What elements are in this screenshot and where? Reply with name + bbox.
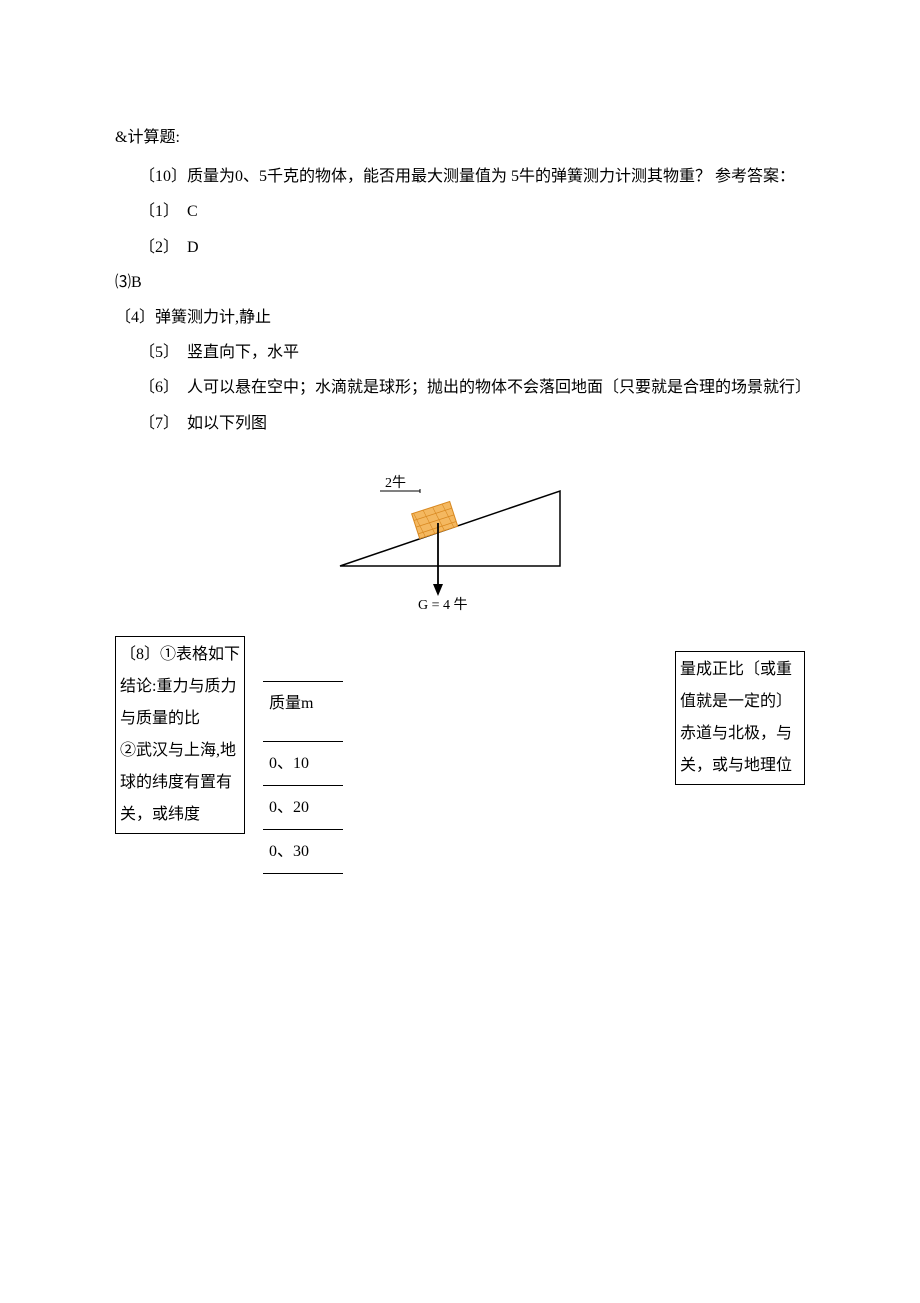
force-label: 2牛 bbox=[385, 475, 406, 491]
answer-5: 〔5〕 竖直向下，水平 bbox=[115, 335, 805, 370]
answers-label: 参考答案： bbox=[715, 168, 795, 185]
question-10-text: 〔10〕质量为0、5千克的物体，能否用最大测量值为 5牛的弹簧测力计测其物重？ bbox=[139, 168, 711, 185]
table-row: 0、10 bbox=[263, 742, 343, 786]
bottom-section: 〔8〕①表格如下 结论:重力与质力与质量的比 ②武汉与上海,地球的纬度有置有关，… bbox=[115, 636, 805, 875]
box-left-line1: 〔8〕①表格如下 bbox=[120, 639, 240, 671]
box-right-line1: 量成正比〔或重值就是一定的〕 bbox=[680, 654, 800, 718]
inclined-plane-diagram: 2牛 G = 4 牛 bbox=[320, 471, 600, 611]
box-right-line2: 赤道与北极，与 bbox=[680, 718, 800, 750]
box-right-line3: 关，或与地理位 bbox=[680, 750, 800, 782]
diagram-container: 2牛 G = 4 牛 bbox=[115, 471, 805, 611]
table-row: 0、30 bbox=[263, 830, 343, 874]
answer-4: 〔4〕弹簧测力计,静止 bbox=[115, 300, 805, 335]
answer-2: 〔2〕 D bbox=[115, 230, 805, 265]
mass-table: 质量m 0、10 0、20 0、30 bbox=[263, 681, 343, 875]
question-10: 〔10〕质量为0、5千克的物体，能否用最大测量值为 5牛的弹簧测力计测其物重？ … bbox=[115, 159, 805, 194]
table-header: 质量m bbox=[263, 681, 343, 742]
box-left: 〔8〕①表格如下 结论:重力与质力与质量的比 ②武汉与上海,地球的纬度有置有关，… bbox=[115, 636, 245, 834]
answer-7: 〔7〕 如以下列图 bbox=[115, 406, 805, 441]
box-left-line3: ②武汉与上海,地球的纬度有置有关，或纬度 bbox=[120, 735, 240, 831]
gravity-label: G = 4 牛 bbox=[418, 597, 468, 611]
section-header: &计算题: bbox=[115, 120, 805, 155]
table-row: 0、20 bbox=[263, 786, 343, 830]
box-left-line2: 结论:重力与质力与质量的比 bbox=[120, 671, 240, 735]
answer-3: ⑶B bbox=[115, 265, 805, 300]
answer-1: 〔1〕 C bbox=[115, 194, 805, 229]
answer-6: 〔6〕 人可以悬在空中；水滴就是球形；抛出的物体不会落回地面〔只要就是合理的场景… bbox=[115, 370, 805, 405]
box-right: 量成正比〔或重值就是一定的〕 赤道与北极，与 关，或与地理位 bbox=[675, 651, 805, 785]
